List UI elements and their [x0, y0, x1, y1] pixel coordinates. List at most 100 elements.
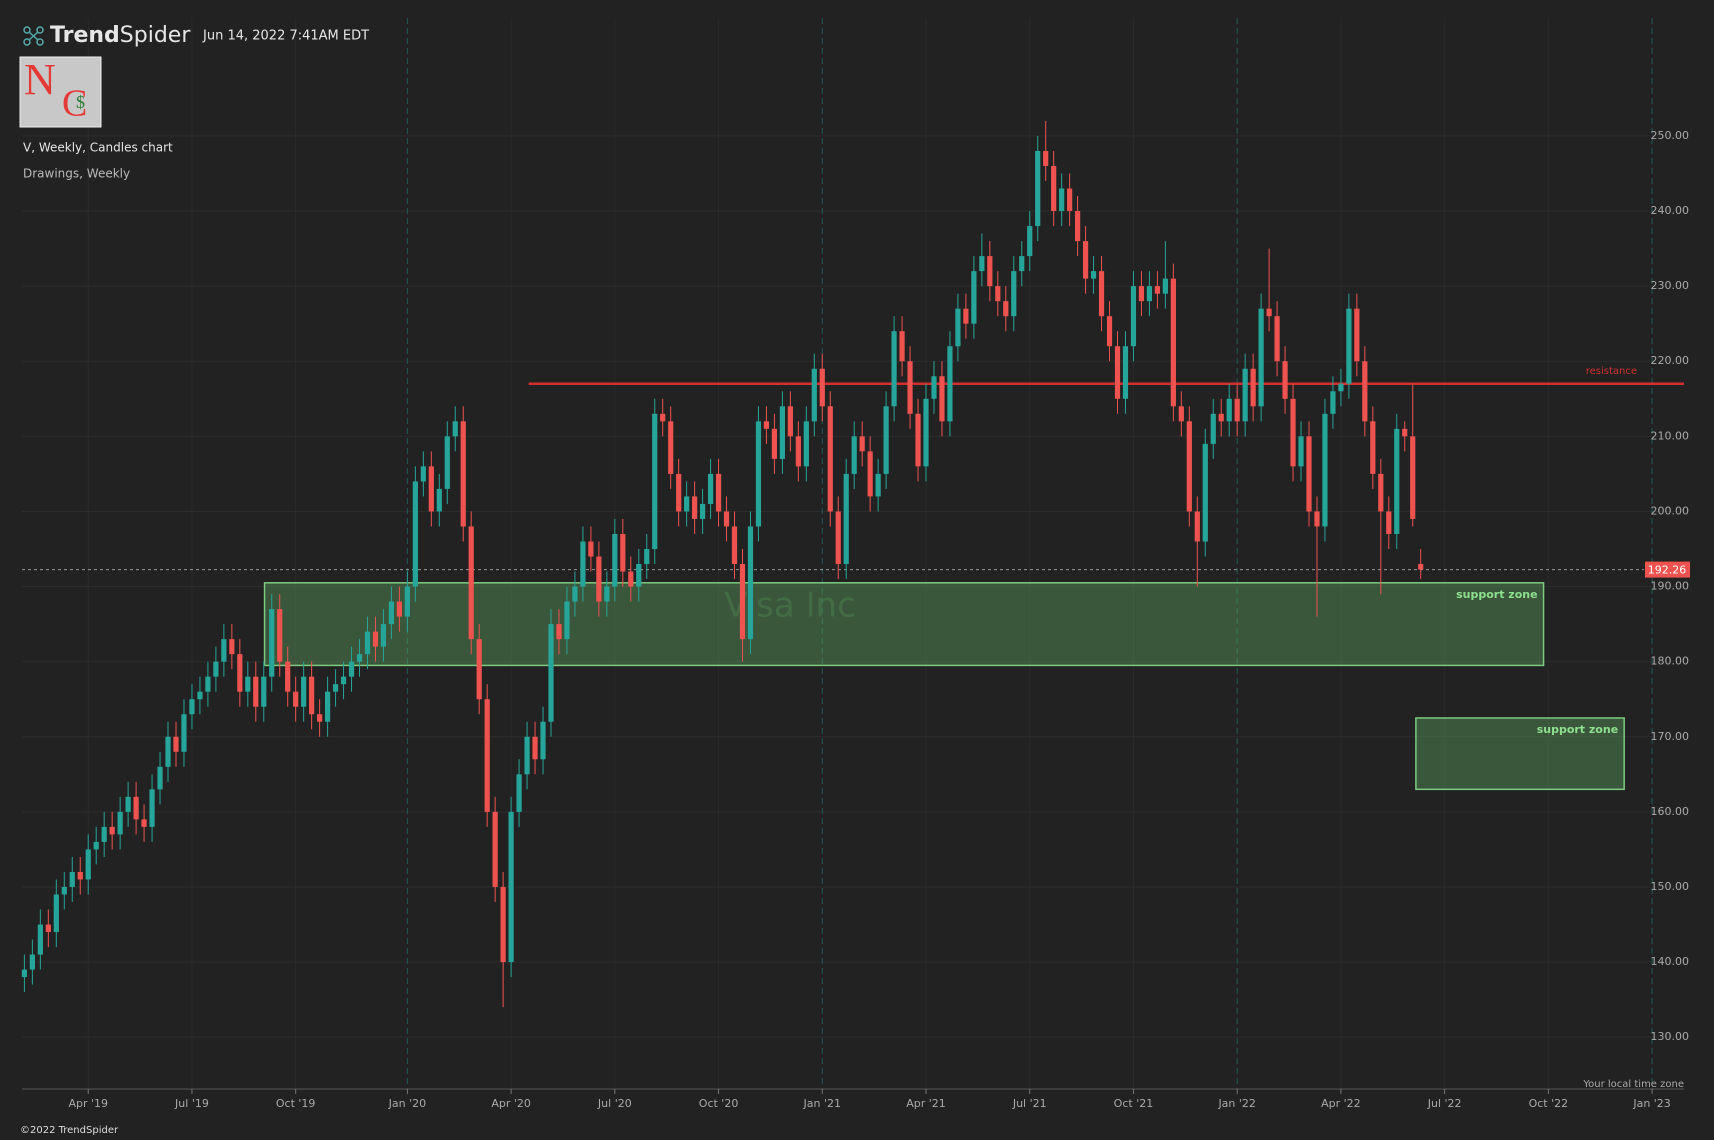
- candle-body: [731, 526, 738, 565]
- candle-body: [77, 871, 83, 880]
- candle-body: [540, 721, 546, 760]
- candle-body: [723, 511, 730, 527]
- candle-body: [1346, 308, 1352, 384]
- candle-body: [588, 541, 594, 557]
- candle-body: [317, 714, 323, 722]
- candle-body: [923, 398, 929, 467]
- candle-body: [1178, 406, 1184, 422]
- candle-body: [620, 533, 626, 572]
- candle-body: [851, 436, 857, 474]
- candle-body: [468, 526, 474, 640]
- candle-body: [1354, 308, 1360, 362]
- zone-label: support zone: [1537, 723, 1618, 736]
- candle-body: [380, 624, 387, 647]
- candle-body: [1154, 286, 1160, 294]
- y-tick-label: 210.00: [1651, 429, 1690, 442]
- y-tick-label: 240.00: [1651, 204, 1690, 217]
- x-tick-label: Apr '22: [1321, 1097, 1361, 1110]
- candle-body: [1402, 428, 1408, 437]
- candle-body: [771, 428, 778, 459]
- candle-body: [548, 624, 554, 722]
- candle-body: [53, 894, 59, 933]
- candle-body: [1386, 511, 1392, 534]
- candle-body: [532, 736, 538, 760]
- candle-body: [883, 406, 889, 474]
- y-tick-label: 160.00: [1651, 805, 1690, 818]
- y-tick-label: 230.00: [1651, 279, 1690, 292]
- candle-body: [1090, 271, 1097, 279]
- candle-body: [987, 256, 993, 287]
- candle-body: [1075, 211, 1081, 242]
- y-tick-label: 140.00: [1651, 955, 1690, 968]
- candle-body: [1322, 413, 1328, 527]
- candle-body: [1338, 383, 1344, 392]
- candle-body: [652, 413, 658, 550]
- candle-body: [1298, 436, 1304, 467]
- candle-body: [253, 676, 259, 707]
- candle-body: [1418, 564, 1424, 570]
- x-tick-label: Apr '21: [906, 1097, 946, 1110]
- candle-body: [1035, 150, 1041, 227]
- header: TrendSpider Jun 14, 2022 7:41AM EDT N C …: [19, 23, 369, 181]
- candle-body: [787, 406, 793, 437]
- candle-body: [556, 624, 562, 640]
- candle-body: [1250, 368, 1256, 407]
- candle-body: [444, 436, 450, 489]
- candle-body: [1282, 361, 1288, 399]
- candle-body: [979, 256, 985, 272]
- footer: ©2022 TrendSpider: [20, 1125, 119, 1136]
- x-tick-label: Oct '19: [276, 1097, 316, 1110]
- candle-body: [229, 639, 235, 655]
- candle-body: [221, 639, 227, 662]
- candle-body: [628, 571, 634, 587]
- candle-body: [580, 541, 586, 587]
- candle-body: [1162, 278, 1168, 294]
- candle-body: [1290, 398, 1296, 467]
- x-tick-label: Jan '20: [388, 1097, 426, 1110]
- x-tick-label: Oct '22: [1529, 1097, 1569, 1110]
- x-tick-label: Apr '20: [491, 1097, 531, 1110]
- last-price-label: 192.26: [1648, 564, 1687, 577]
- candle-body: [364, 631, 371, 655]
- candle-body: [1106, 316, 1113, 347]
- candle-body: [843, 473, 849, 565]
- y-tick-label: 130.00: [1651, 1030, 1690, 1043]
- candle-body: [1082, 241, 1089, 279]
- candle-body: [859, 436, 865, 452]
- candle-body: [412, 481, 418, 587]
- chart-title: V, Weekly, Candles chart: [23, 141, 173, 155]
- candle-body: [85, 849, 91, 880]
- resistance-label: resistance: [1586, 366, 1637, 377]
- candle-body: [692, 496, 698, 519]
- candle-body: [707, 473, 714, 504]
- candle-body: [476, 639, 482, 700]
- candle-body: [1330, 391, 1336, 414]
- candle-body: [644, 549, 650, 565]
- candle-body: [1146, 286, 1153, 302]
- candle-body: [213, 661, 219, 677]
- candle-body: [1306, 436, 1312, 512]
- candle-body: [277, 609, 283, 662]
- candle-body: [245, 676, 251, 692]
- candle-body: [612, 533, 618, 587]
- logo-letter: $: [76, 92, 85, 112]
- candle-body: [149, 789, 155, 827]
- x-tick-label: Jul '21: [1012, 1097, 1047, 1110]
- x-tick-label: Jul '20: [597, 1097, 632, 1110]
- candle-body: [596, 556, 602, 602]
- x-tick-label: Jan '23: [1632, 1097, 1670, 1110]
- candle-body: [1202, 443, 1208, 542]
- candle-body: [572, 586, 578, 602]
- candle-body: [564, 601, 570, 640]
- candle-body: [1274, 316, 1280, 362]
- candle-body: [261, 676, 267, 707]
- candle-body: [324, 691, 331, 722]
- timestamp: Jun 14, 2022 7:41AM EDT: [202, 29, 369, 44]
- candle-body: [1130, 286, 1137, 347]
- candle-body: [1114, 346, 1121, 399]
- candle-body: [939, 376, 945, 422]
- candle-body: [1003, 301, 1009, 317]
- candle-body: [684, 496, 690, 512]
- candle-body: [181, 714, 187, 752]
